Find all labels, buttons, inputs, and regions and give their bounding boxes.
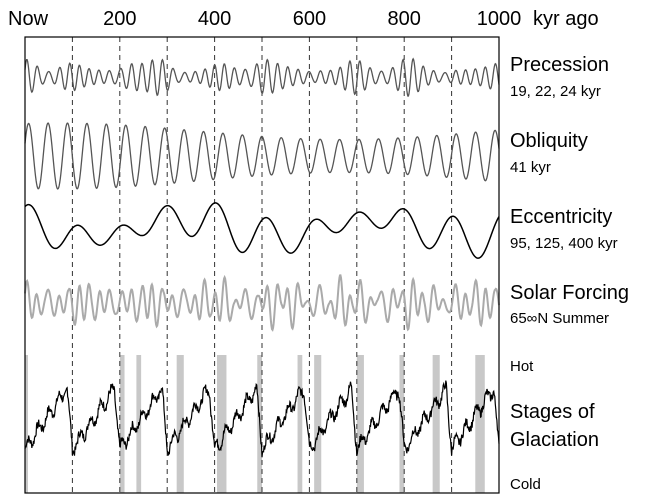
x-tick-label-1000: 1000 xyxy=(477,8,522,30)
series-detail-obliquity: 41 kyr xyxy=(510,159,551,176)
interglacial-band-0 xyxy=(25,355,28,493)
interglacial-band-10 xyxy=(432,355,440,493)
interglacial-bands xyxy=(25,355,485,493)
series-label-obliquity: Obliquity xyxy=(510,130,588,152)
series-label-glaciation-line2: Glaciation xyxy=(510,429,599,451)
series-line-precession xyxy=(24,57,500,97)
x-tick-label-600: 600 xyxy=(293,8,326,30)
interglacial-band-9 xyxy=(399,355,405,493)
plot-frame xyxy=(24,36,500,494)
x-axis-labels: Now 200 400 600 800 1000 kyr ago xyxy=(8,8,599,30)
series-detail-solar-forcing: 65∞N Summer xyxy=(510,310,609,327)
gridlines xyxy=(71,37,453,493)
series-detail-eccentricity: 95, 125, 400 kyr xyxy=(510,235,618,252)
interglacial-band-6 xyxy=(297,355,303,493)
series-label-solar-forcing: Solar Forcing xyxy=(510,282,629,304)
x-tick-start-label: Now xyxy=(8,8,49,30)
glaciation-hot-label: Hot xyxy=(510,358,534,375)
x-tick-label-800: 800 xyxy=(388,8,421,30)
interglacial-band-7 xyxy=(314,355,322,493)
interglacial-band-4 xyxy=(216,355,227,493)
interglacial-band-3 xyxy=(176,355,184,493)
glaciation-cold-label: Cold xyxy=(510,476,541,493)
series-detail-precession: 19, 22, 24 kyr xyxy=(510,83,601,100)
series-label-precession: Precession xyxy=(510,54,609,76)
series-labels: Precession 19, 22, 24 kyr Obliquity 41 k… xyxy=(510,54,629,493)
interglacial-band-11 xyxy=(475,355,485,493)
series-line-obliquity xyxy=(24,122,500,190)
series-line-solar-forcing xyxy=(24,274,500,332)
x-axis-label: kyr ago xyxy=(533,8,599,30)
series-line-eccentricity xyxy=(24,202,500,259)
interglacial-band-8 xyxy=(356,355,364,493)
x-tick-label-400: 400 xyxy=(198,8,231,30)
series-line-glaciation xyxy=(24,380,500,458)
series-label-glaciation-line1: Stages of xyxy=(510,401,595,423)
series-label-eccentricity: Eccentricity xyxy=(510,206,612,228)
series-curves xyxy=(24,57,500,458)
interglacial-band-1 xyxy=(119,355,125,493)
x-tick-label-200: 200 xyxy=(103,8,136,30)
